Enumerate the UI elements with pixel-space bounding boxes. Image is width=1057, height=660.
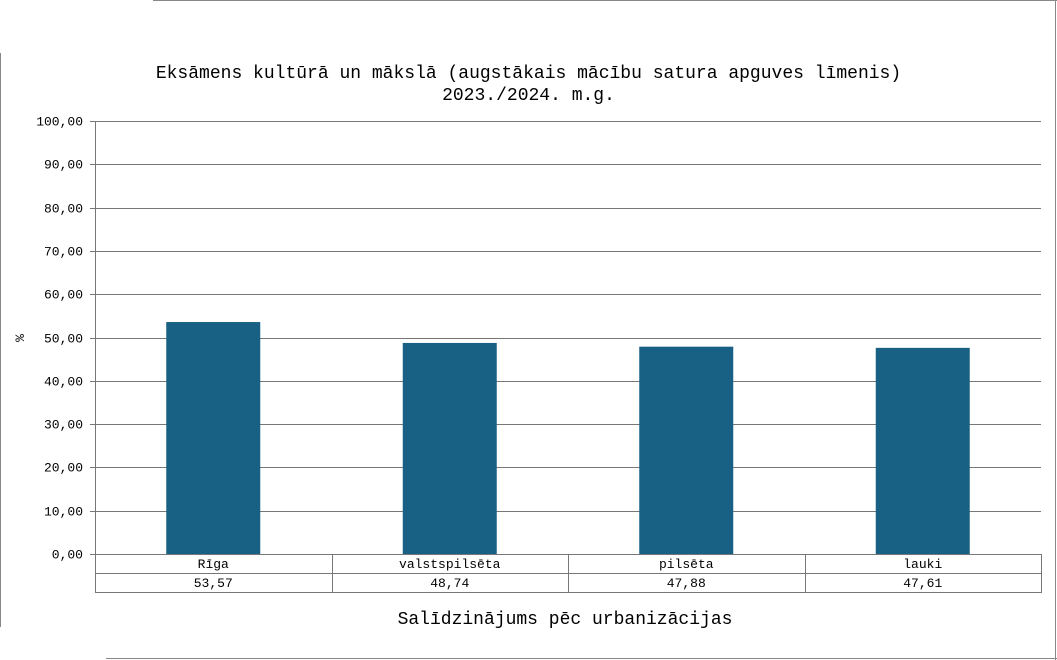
chart-title: Eksāmens kultūrā un mākslā (augstākais m…	[155, 64, 902, 84]
y-axis-label: %	[13, 334, 28, 342]
y-tick-label: 90,00	[44, 158, 83, 173]
bar	[639, 346, 734, 554]
value-label: 53,57	[194, 576, 233, 591]
y-tick-labels: 0,00 10,00 20,00 30,00 40,00 50,00 60,00 70,00 8…	[36, 115, 83, 563]
frame-right-border	[1055, 0, 1056, 660]
y-tick-label: 80,00	[44, 202, 83, 217]
frame-top-border	[153, 0, 1057, 1]
bar	[166, 322, 261, 554]
category-label: pilsēta	[659, 557, 714, 572]
frame-bottom-border	[106, 658, 1057, 659]
frame-left-border	[0, 53, 1, 627]
bar	[402, 342, 497, 554]
y-tick-label: 70,00	[44, 245, 83, 260]
y-tick-label: 10,00	[44, 505, 83, 520]
x-axis-label: Salīdzinājums pēc urbanizācijas	[397, 610, 733, 630]
bar	[875, 347, 970, 554]
y-tick-label: 50,00	[44, 332, 83, 347]
y-tick-label: 30,00	[44, 418, 83, 433]
y-tick-label: 0,00	[52, 548, 83, 563]
category-label: valstspilsēta	[399, 557, 501, 572]
category-label: lauki	[903, 557, 942, 572]
data-table: Rīga 53,57 valstspilsēta 48,74 pilsēta 47,88 l…	[95, 554, 1042, 593]
category-label: Rīga	[198, 557, 229, 572]
y-tick-label: 60,00	[44, 288, 83, 303]
y-tick-label: 40,00	[44, 375, 83, 390]
value-label: 48,74	[430, 576, 469, 591]
bars	[166, 322, 970, 554]
value-label: 47,88	[667, 576, 706, 591]
y-tick-label: 20,00	[44, 461, 83, 476]
chart-subtitle: 2023./2024. m.g.	[442, 86, 615, 106]
value-label: 47,61	[903, 576, 942, 591]
y-tick-label: 100,00	[36, 115, 83, 130]
